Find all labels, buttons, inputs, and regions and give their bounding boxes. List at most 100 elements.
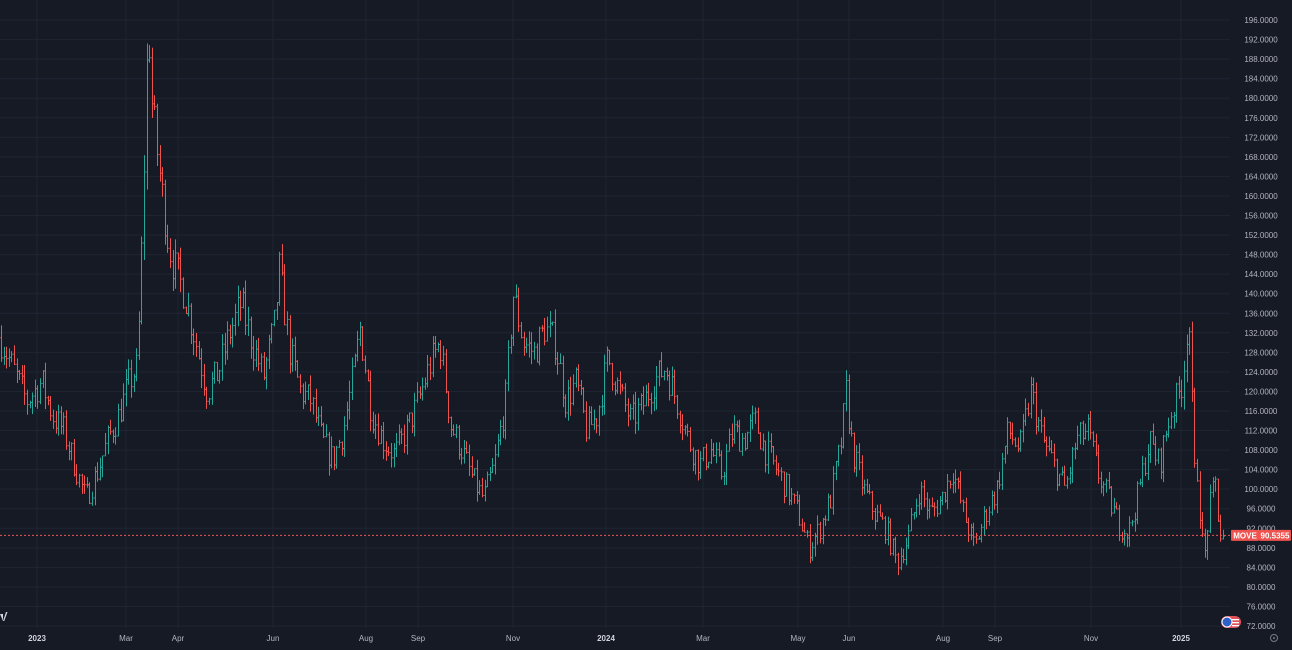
ohlc-bar <box>434 335 437 358</box>
ohlc-bar <box>920 481 923 510</box>
ohlc-bar <box>910 507 913 532</box>
ohlc-bar <box>226 321 229 360</box>
last-value-background <box>1259 529 1291 541</box>
ohlc-bar <box>390 442 393 468</box>
ohlc-bar <box>208 397 211 405</box>
ohlc-bar <box>231 317 234 348</box>
ohlc-bar <box>1011 422 1014 445</box>
ohlc-bar <box>1157 448 1160 464</box>
ohlc-bar <box>767 431 770 474</box>
ohlc-bar <box>1131 519 1134 527</box>
ohlc-bar <box>1222 529 1225 540</box>
ohlc-bar <box>114 427 117 445</box>
ohlc-bar <box>109 419 112 435</box>
ohlc-bar <box>36 385 39 409</box>
ohlc-bar <box>494 444 497 475</box>
ohlc-bar <box>686 423 689 437</box>
ohlc-bar <box>624 383 627 412</box>
tradingview-logo-icon <box>0 612 8 621</box>
ohlc-bar <box>296 360 299 378</box>
ohlc-bar <box>57 404 60 436</box>
ohlc-bar <box>460 447 463 465</box>
ohlc-bar <box>959 471 962 504</box>
ohlc-bar <box>676 394 679 419</box>
ohlc-bar <box>733 415 736 444</box>
ohlc-bar <box>598 405 601 436</box>
ohlc-bar <box>569 376 572 416</box>
ohlc-bar <box>1089 410 1092 440</box>
ohlc-bar <box>351 357 354 400</box>
ohlc-bar <box>187 292 190 317</box>
ohlc-bar <box>894 536 897 564</box>
ohlc-bar <box>361 326 364 361</box>
ohlc-bar <box>582 387 585 414</box>
ohlc-bar <box>122 383 125 422</box>
ohlc-bar <box>91 491 94 506</box>
ohlc-bars <box>0 43 1225 576</box>
ohlc-bar <box>481 477 484 498</box>
ohlc-bar <box>681 414 684 441</box>
ohlc-bar <box>1105 478 1108 493</box>
y-tick-label: 176.0000 <box>1244 114 1278 123</box>
ohlc-bar <box>1162 435 1165 483</box>
ohlc-bar <box>452 424 455 436</box>
ohlc-bar <box>403 424 406 453</box>
ohlc-bar <box>790 487 793 505</box>
ohlc-bar <box>642 386 645 415</box>
ohlc-bar <box>881 512 884 520</box>
ohlc-bar <box>1001 452 1004 490</box>
ohlc-bar <box>738 419 741 452</box>
ohlc-bar <box>1188 327 1191 355</box>
ohlc-bar <box>668 370 671 401</box>
ohlc-bar <box>1149 431 1152 464</box>
y-tick-label: 112.0000 <box>1245 427 1278 436</box>
ohlc-bar <box>161 167 164 197</box>
x-tick-label: Mar <box>119 634 133 643</box>
ohlc-bar <box>478 480 481 495</box>
ohlc-bar <box>1196 458 1199 482</box>
ohlc-bar <box>954 469 957 493</box>
y-tick-label: 76.0000 <box>1247 602 1276 611</box>
ohlc-bar <box>816 515 819 545</box>
x-tick-label: Sep <box>411 634 426 643</box>
us-flag-icon[interactable] <box>1221 616 1241 628</box>
ohlc-bar <box>273 309 276 327</box>
y-tick-label: 84.0000 <box>1247 563 1276 572</box>
ohlc-bar <box>728 428 731 452</box>
y-tick-label: 180.0000 <box>1244 94 1278 103</box>
ohlc-bar <box>972 522 975 546</box>
ohlc-bar <box>421 377 424 401</box>
ohlc-bar <box>1097 444 1100 484</box>
ohlc-bar <box>416 382 419 403</box>
ohlc-bar <box>1006 417 1009 455</box>
ohlc-bar <box>585 401 588 442</box>
y-tick-label: 164.0000 <box>1244 172 1278 181</box>
ohlc-bar <box>525 337 528 354</box>
ohlc-bar <box>200 348 203 389</box>
ohlc-bar <box>156 103 159 167</box>
ohlc-bar <box>793 493 796 504</box>
ohlc-bar <box>829 494 832 509</box>
x-axis: 2023 Mar Apr Jun Aug Sep Nov 2024 Mar May Jun Aug Se… <box>28 634 1190 643</box>
ohlc-bar <box>650 392 653 415</box>
settings-gear-icon[interactable] <box>1270 634 1278 642</box>
ohlc-bar <box>83 475 86 494</box>
ohlc-bar <box>1058 473 1061 487</box>
ohlc-bar <box>941 491 944 506</box>
ohlc-bar <box>26 389 29 415</box>
x-tick-label: May <box>790 634 805 643</box>
ohlc-bar <box>439 340 442 369</box>
ohlc-bar <box>468 444 471 476</box>
ohlc-bar <box>23 365 26 405</box>
ohlc-bar <box>902 548 905 564</box>
ohlc-bar <box>923 479 926 508</box>
x-tick-label: Aug <box>359 634 373 643</box>
ohlc-bar <box>868 484 871 495</box>
ohlc-bar <box>772 445 775 465</box>
ohlc-bar <box>413 392 416 437</box>
ohlc-bar <box>244 280 247 336</box>
ohlc-bar <box>44 362 47 410</box>
